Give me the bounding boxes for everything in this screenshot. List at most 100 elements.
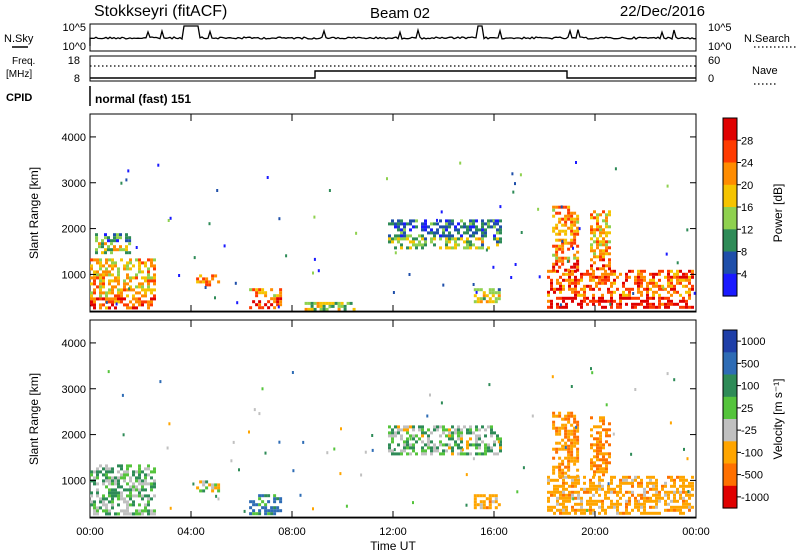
power-point xyxy=(223,244,226,248)
velocity-cell xyxy=(631,478,634,482)
power-cell xyxy=(466,225,469,229)
velocity-point xyxy=(360,473,363,477)
power-echo-region xyxy=(547,269,694,309)
power-cell xyxy=(454,228,457,232)
velocity-cell xyxy=(553,487,556,491)
velocity-cell xyxy=(96,509,99,513)
power-cell xyxy=(593,252,596,256)
power-cell xyxy=(144,264,147,268)
power-cell xyxy=(574,281,577,285)
velocity-cell xyxy=(586,490,589,494)
velocity-cell xyxy=(496,437,499,441)
velocity-cell xyxy=(135,509,138,513)
power-cell xyxy=(610,281,613,285)
power-cell xyxy=(550,281,553,285)
power-cell xyxy=(499,219,502,223)
velocity-cell xyxy=(670,478,673,482)
velocity-cell xyxy=(613,505,616,509)
velocity-cell xyxy=(460,452,463,456)
freq-label: Freq. xyxy=(12,56,35,67)
velocity-cell xyxy=(586,487,589,491)
power-cell xyxy=(430,228,433,232)
velocity-cell xyxy=(454,443,457,447)
velocity-cell xyxy=(573,444,577,448)
velocity-cell xyxy=(141,509,144,513)
power-cell xyxy=(119,236,122,240)
power-cell xyxy=(590,267,593,271)
power-cell xyxy=(122,248,125,252)
power-cell xyxy=(570,211,574,215)
power-cell xyxy=(561,250,565,254)
velocity-cell xyxy=(601,499,604,503)
power-cell xyxy=(346,301,350,305)
colorbar-swatch xyxy=(723,330,737,353)
power-point xyxy=(234,281,237,285)
velocity-cell xyxy=(552,423,556,427)
velocity-cell xyxy=(147,503,150,507)
velocity-cell xyxy=(108,482,111,486)
velocity-cell xyxy=(102,473,105,477)
power-cell xyxy=(138,270,141,274)
power-cell xyxy=(144,300,147,304)
power-cell xyxy=(128,242,132,246)
velocity-cell xyxy=(436,446,439,450)
power-cell xyxy=(150,264,153,268)
power-cell xyxy=(599,234,602,238)
velocity-cell xyxy=(117,482,120,486)
power-point xyxy=(392,291,395,294)
velocity-point xyxy=(278,440,281,444)
power-cell xyxy=(436,231,439,235)
power-cell xyxy=(481,231,484,235)
power-cell xyxy=(682,296,685,300)
power-cell xyxy=(625,302,628,306)
power-cell xyxy=(602,249,605,253)
velocity-cell xyxy=(567,414,571,418)
power-cell xyxy=(664,305,667,309)
power-cell xyxy=(616,275,619,279)
velocity-point xyxy=(232,440,235,444)
velocity-cell xyxy=(550,493,553,497)
velocity-cell xyxy=(673,499,676,503)
power-cell xyxy=(590,237,593,241)
velocity-point xyxy=(570,447,573,451)
power-cell xyxy=(430,240,433,244)
power-cell xyxy=(667,281,670,285)
power-cell xyxy=(144,288,147,292)
colorbar-swatch xyxy=(723,207,737,230)
power-cell xyxy=(141,294,144,298)
velocity-cell xyxy=(550,505,553,509)
power-cell xyxy=(555,223,559,227)
power-cell xyxy=(640,275,643,279)
velocity-cell xyxy=(488,494,492,498)
power-echo-region xyxy=(249,288,283,310)
velocity-cell xyxy=(567,444,571,448)
power-cell xyxy=(96,258,99,262)
power-cell xyxy=(117,300,120,304)
velocity-cell xyxy=(596,467,599,471)
power-cell xyxy=(607,290,610,294)
power-cell xyxy=(433,243,436,247)
velocity-cell xyxy=(147,473,150,477)
power-cell xyxy=(547,290,550,294)
velocity-cell xyxy=(673,481,676,485)
velocity-cell xyxy=(610,478,613,482)
power-cell xyxy=(601,278,604,282)
power-cell xyxy=(667,275,670,279)
velocity-cell xyxy=(564,414,568,418)
power-cell xyxy=(487,225,490,229)
velocity-cell xyxy=(105,479,108,483)
velocity-cell xyxy=(655,481,658,485)
velocity-cell xyxy=(547,499,550,503)
velocity-cell xyxy=(273,506,277,510)
velocity-cell xyxy=(457,428,460,432)
power-cell xyxy=(451,246,454,250)
velocity-cell xyxy=(451,425,454,429)
power-cell xyxy=(570,241,574,245)
power-cell xyxy=(105,270,108,274)
power-cell xyxy=(593,249,596,253)
power-cell xyxy=(610,296,613,300)
velocity-cell xyxy=(153,467,156,471)
velocity-cell xyxy=(460,434,463,438)
power-cell xyxy=(605,231,608,235)
velocity-cell xyxy=(409,425,412,429)
